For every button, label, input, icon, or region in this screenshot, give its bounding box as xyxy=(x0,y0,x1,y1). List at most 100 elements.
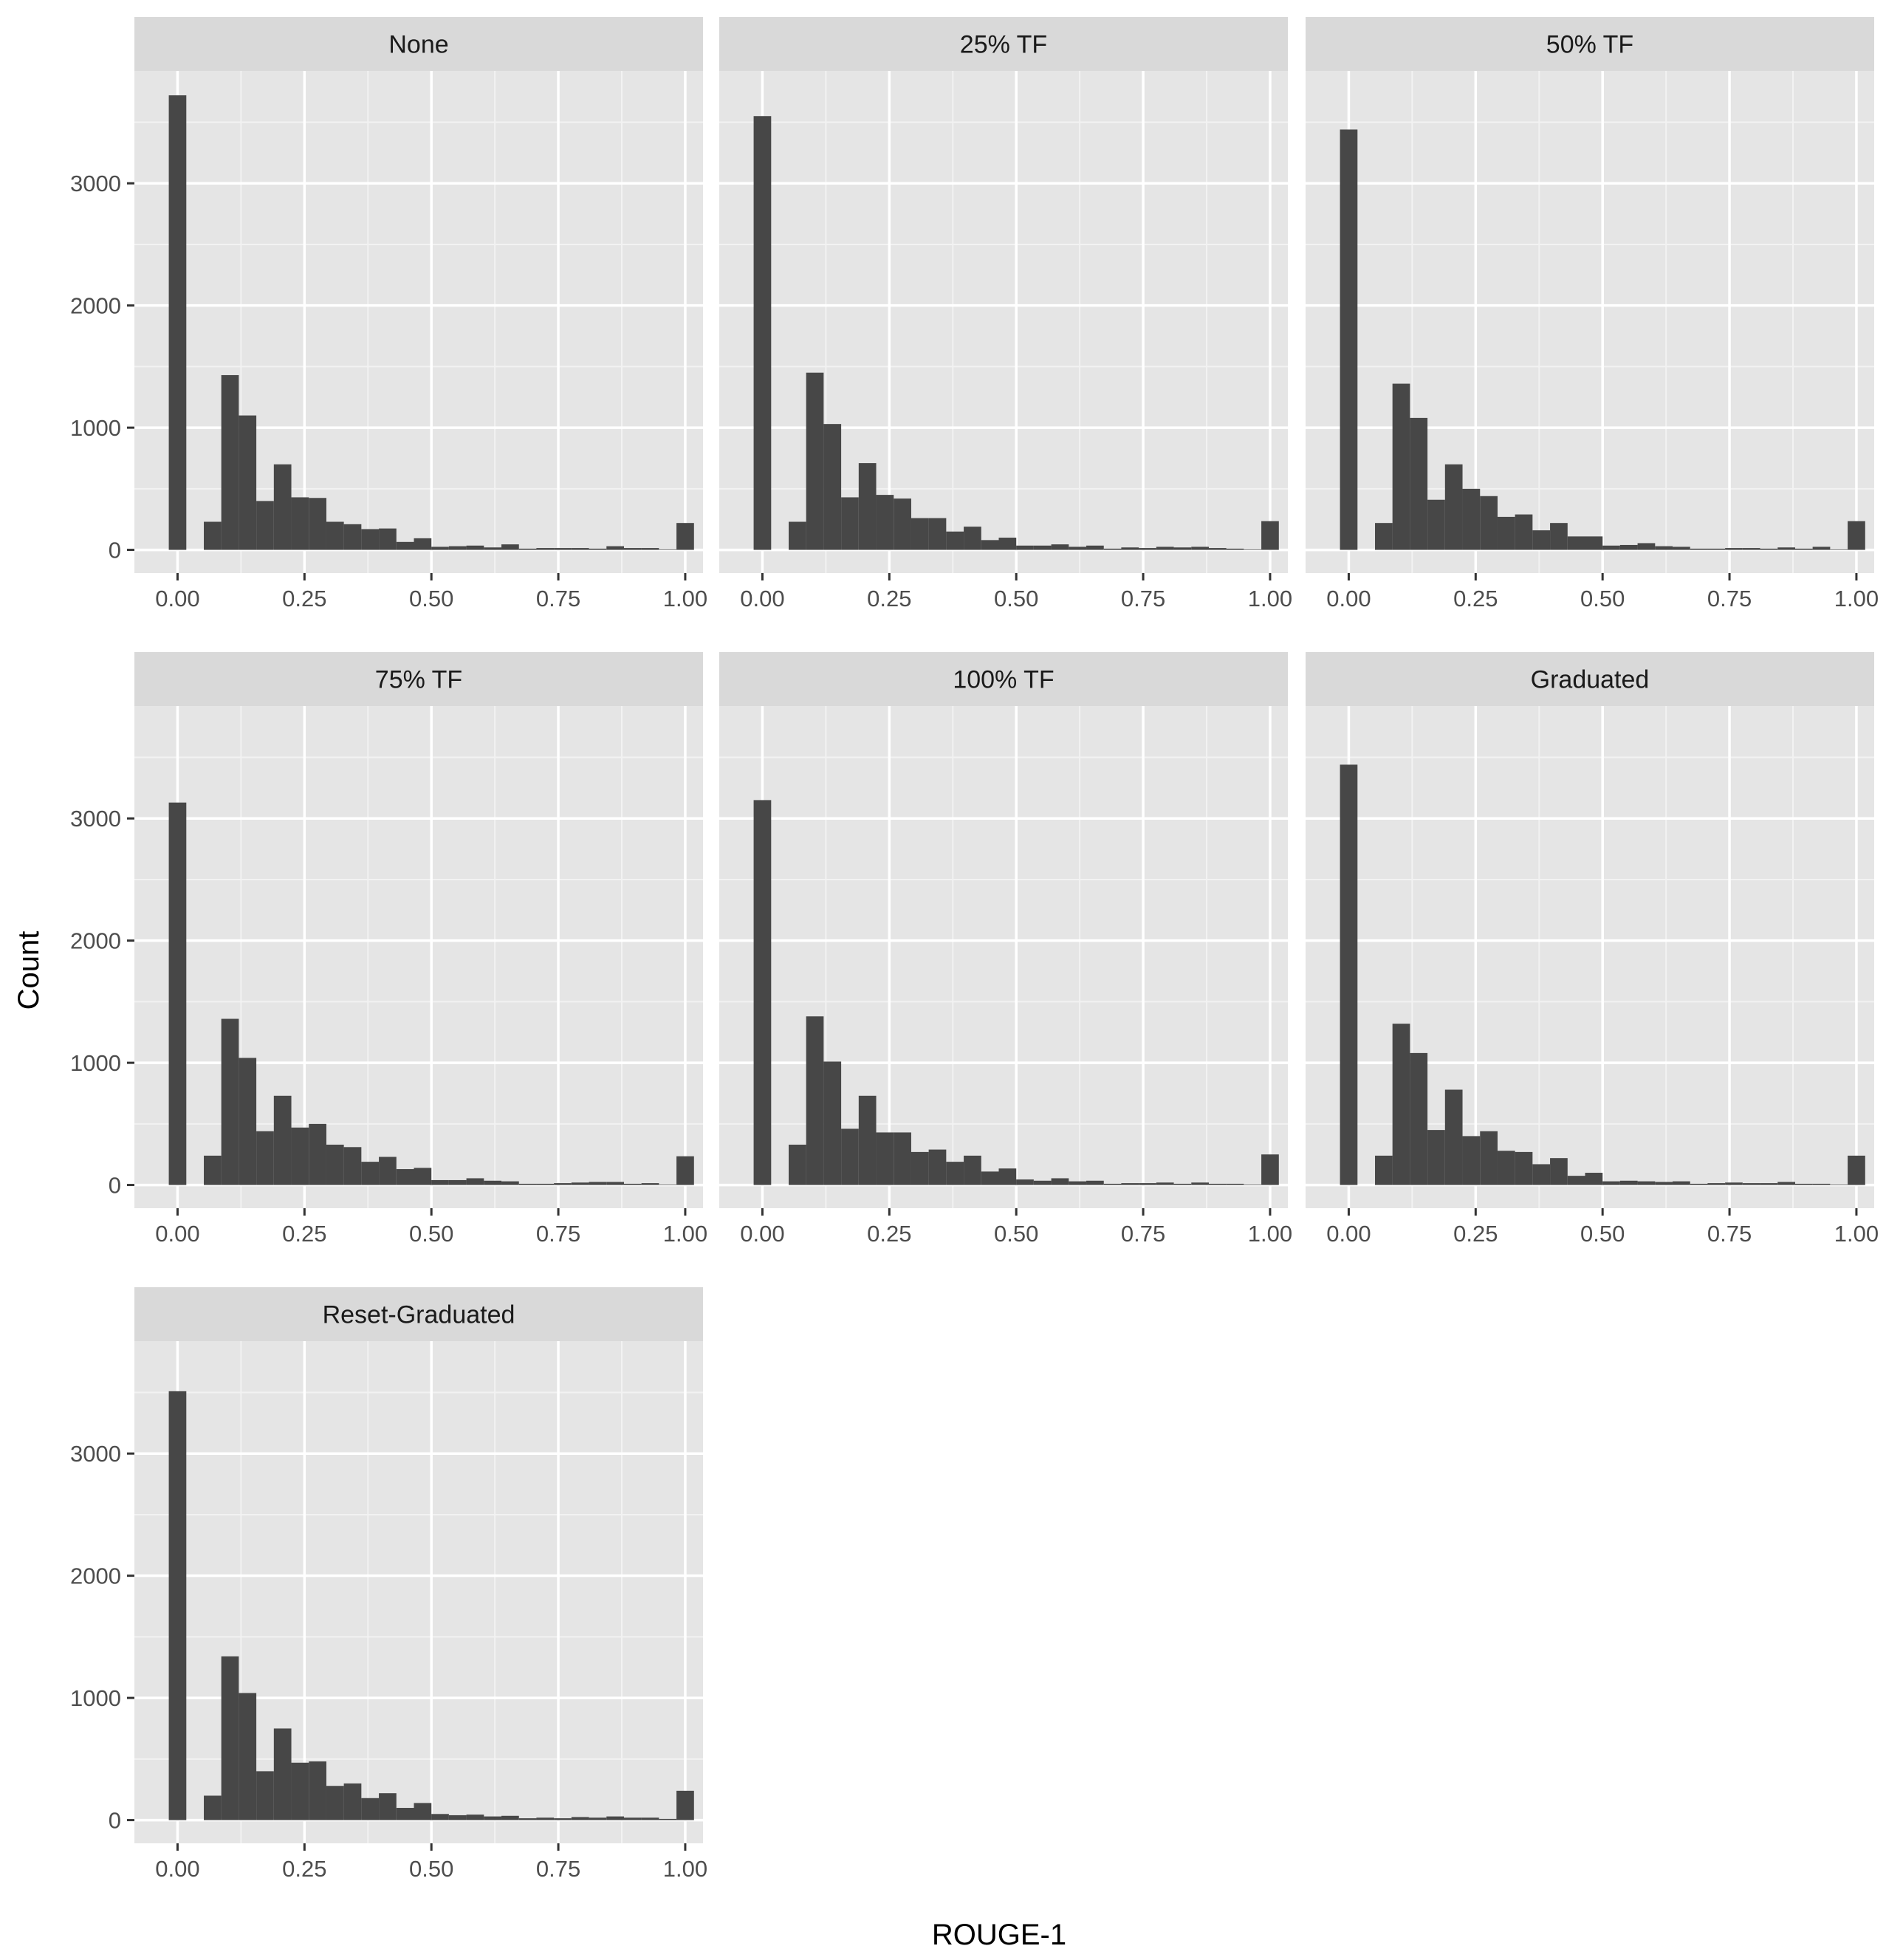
histogram-bar xyxy=(1497,516,1515,550)
histogram-bar xyxy=(414,1803,432,1820)
histogram-bar xyxy=(448,1815,467,1820)
histogram-bar xyxy=(1139,548,1156,550)
histogram-bar xyxy=(1567,536,1585,550)
histogram-bar xyxy=(239,1058,257,1185)
histogram-bar xyxy=(589,1817,607,1820)
histogram-bar xyxy=(448,1179,467,1185)
histogram-bar xyxy=(1410,1052,1428,1185)
histogram-bar xyxy=(256,1131,274,1185)
histogram-bar xyxy=(221,1018,239,1185)
histogram-bar xyxy=(466,1178,484,1185)
histogram-bar xyxy=(1261,521,1279,550)
histogram-bar xyxy=(823,424,842,550)
x-tick-label: 0.50 xyxy=(409,1856,453,1882)
histogram-bar xyxy=(998,538,1017,550)
histogram-bar xyxy=(1139,1183,1156,1185)
histogram-bar xyxy=(554,1818,572,1820)
histogram-bar xyxy=(536,1817,555,1820)
histogram-bar xyxy=(343,1783,362,1820)
x-tick-label: 0.50 xyxy=(1580,586,1625,611)
histogram-bar xyxy=(1707,1183,1726,1185)
histogram-bar xyxy=(998,1168,1017,1185)
facet-strip xyxy=(719,652,1288,706)
histogram-bar xyxy=(1121,547,1139,550)
histogram-bar xyxy=(326,1786,344,1820)
histogram-bar xyxy=(431,1179,449,1185)
histogram-bar xyxy=(1567,1176,1585,1185)
x-tick-label: 0.25 xyxy=(1453,586,1498,611)
histogram-bar xyxy=(1637,543,1656,550)
histogram-bar xyxy=(911,518,929,550)
histogram-bar xyxy=(256,1771,274,1820)
histogram-bar xyxy=(876,1132,894,1185)
histogram-bar xyxy=(1690,548,1708,550)
histogram-bar xyxy=(1086,1180,1104,1185)
x-tick-label: 0.00 xyxy=(155,1856,199,1882)
histogram-bar xyxy=(448,546,467,550)
histogram-bar xyxy=(1690,1183,1708,1185)
histogram-bar xyxy=(1444,464,1463,550)
x-tick-label: 0.75 xyxy=(536,586,580,611)
y-tick-label: 1000 xyxy=(70,1050,121,1076)
histogram-bar xyxy=(1173,547,1192,550)
histogram-bar xyxy=(431,1814,449,1820)
x-tick-label: 1.00 xyxy=(1248,586,1292,611)
histogram-bar xyxy=(1051,1178,1069,1185)
histogram-bar xyxy=(1777,547,1795,550)
x-tick-label: 0.00 xyxy=(1326,1221,1371,1247)
histogram-bar xyxy=(361,529,380,550)
histogram-bar xyxy=(1848,521,1865,550)
histogram-bar xyxy=(606,1816,624,1820)
histogram-bar xyxy=(806,372,824,550)
histogram-bar xyxy=(396,1808,414,1820)
histogram-bar xyxy=(571,1817,589,1820)
panel-background xyxy=(1306,71,1874,573)
x-tick-label: 0.75 xyxy=(1707,586,1752,611)
panel-background xyxy=(719,706,1288,1208)
histogram-bar xyxy=(168,95,187,550)
facet-strip xyxy=(719,17,1288,71)
histogram-bar xyxy=(1427,1130,1445,1185)
histogram-bar xyxy=(1760,1183,1778,1185)
histogram-bar xyxy=(518,548,537,550)
histogram-bar xyxy=(1410,417,1428,550)
histogram-bar xyxy=(466,1815,484,1820)
histogram-bar xyxy=(1244,549,1262,550)
histogram-bar xyxy=(964,1155,981,1185)
histogram-bar xyxy=(484,1180,502,1185)
histogram-bar xyxy=(1515,514,1533,550)
histogram-bar xyxy=(1375,523,1393,550)
x-tick-label: 0.50 xyxy=(409,586,453,611)
y-tick-label: 0 xyxy=(109,538,121,563)
x-tick-label: 0.75 xyxy=(536,1856,580,1882)
histogram-bar xyxy=(623,1817,642,1820)
histogram-bar xyxy=(1777,1182,1795,1185)
histogram-bar xyxy=(1191,1182,1209,1185)
histogram-bar xyxy=(894,498,911,550)
histogram-bar xyxy=(571,1182,589,1185)
histogram-bar xyxy=(981,540,999,550)
histogram-bar xyxy=(1121,1183,1139,1185)
histogram-bar xyxy=(414,538,432,550)
histogram-bar xyxy=(1497,1151,1515,1185)
histogram-bar xyxy=(204,1155,222,1185)
histogram-bar xyxy=(239,415,257,550)
x-tick-label: 0.50 xyxy=(1580,1221,1625,1247)
histogram-bar xyxy=(273,1728,292,1820)
x-tick-label: 1.00 xyxy=(1248,1221,1292,1247)
x-tick-label: 1.00 xyxy=(663,586,707,611)
histogram-bar xyxy=(1086,545,1104,550)
histogram-bar xyxy=(1480,496,1498,550)
panel-background xyxy=(134,706,703,1208)
histogram-bar xyxy=(343,524,362,550)
histogram-bar xyxy=(1619,1180,1638,1185)
x-tick-label: 1.00 xyxy=(1834,586,1879,611)
histogram-bar xyxy=(396,541,414,550)
histogram-bar xyxy=(1016,545,1034,550)
facet-panel-6: Reset-Graduated 0.00 0.25 0.50 0.75 1.00 0 1000… xyxy=(70,1287,707,1882)
histogram-bar xyxy=(536,548,555,550)
histogram-bar xyxy=(964,527,981,550)
histogram-bar xyxy=(1742,548,1760,550)
histogram-bar xyxy=(518,1183,537,1185)
facet-strip xyxy=(134,17,703,71)
